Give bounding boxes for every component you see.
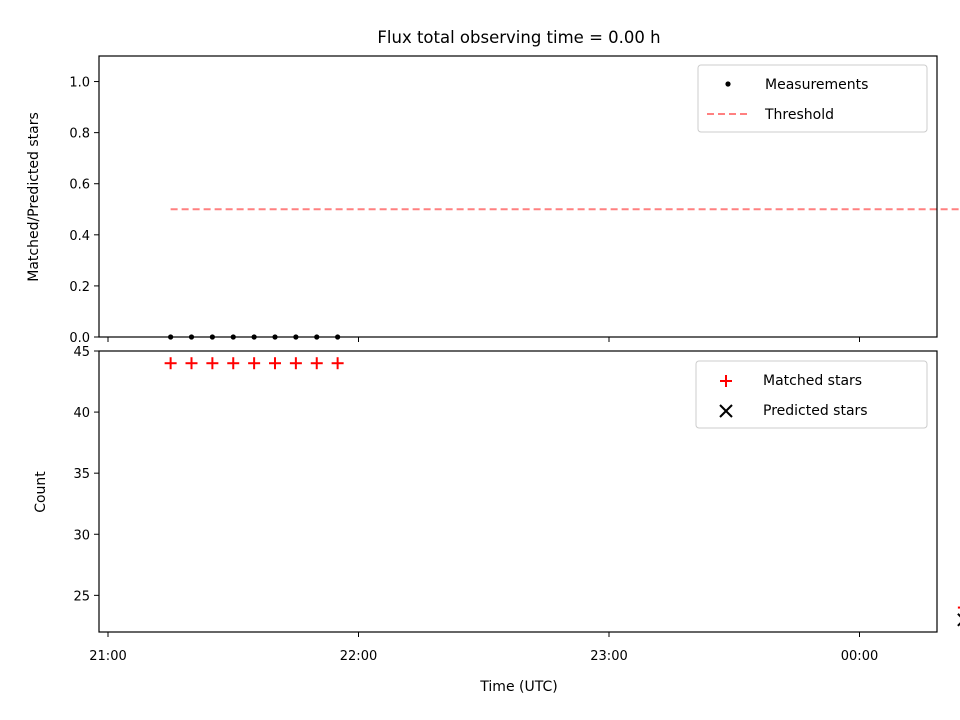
bottom-y-axis-label: Count xyxy=(33,471,49,513)
top-y-tick-label: 0.4 xyxy=(69,229,90,244)
x-axis-label: Time (UTC) xyxy=(479,679,557,695)
top-y-tick-label: 0.6 xyxy=(69,178,90,193)
top-y-tick-label: 0.2 xyxy=(69,280,90,295)
bottom-legend: Matched stars Predicted stars xyxy=(695,360,928,429)
chart-title: Flux total observing time = 0.00 h xyxy=(377,28,660,47)
top-y-ticks: 0.0 0.2 0.4 0.6 0.8 1.0 xyxy=(69,76,99,346)
x-tick-label: 22:00 xyxy=(340,649,377,664)
bottom-y-tick-label: 30 xyxy=(73,528,90,543)
x-tick-label: 21:00 xyxy=(89,649,126,664)
top-y-tick-label: 1.0 xyxy=(69,76,90,91)
bottom-legend-box xyxy=(695,360,928,429)
matched-star-point xyxy=(269,357,281,370)
bottom-marks xyxy=(164,357,960,627)
matched-star-point xyxy=(289,357,302,370)
bottom-plot-frame xyxy=(98,350,938,633)
legend-matched-label: Matched stars xyxy=(763,373,862,389)
matched-star-point xyxy=(331,357,344,370)
bottom-y-tick-label: 25 xyxy=(73,589,90,604)
top-y-tick-label: 0.0 xyxy=(69,331,90,346)
matched-star-point xyxy=(185,357,198,370)
bottom-y-tick-label: 35 xyxy=(73,467,90,482)
bottom-y-ticks: 25 30 35 40 45 xyxy=(73,345,99,604)
legend-measurements-label: Measurements xyxy=(765,77,868,93)
legend-predicted-marker xyxy=(719,404,733,418)
matched-star-point xyxy=(206,357,219,370)
top-y-tick-label: 0.8 xyxy=(69,127,90,142)
bottom-y-tick-label: 45 xyxy=(73,345,90,360)
legend-measurements-marker xyxy=(725,81,731,87)
matched-star-point xyxy=(164,357,177,370)
x-tick-label: 23:00 xyxy=(590,649,627,664)
top-legend-box xyxy=(697,64,928,133)
top-legend: Measurements Threshold xyxy=(697,64,928,133)
top-panel: 0.0 0.2 0.4 0.6 0.8 1.0 Matched/Predicted sta… xyxy=(26,55,960,346)
top-x-ticks xyxy=(107,337,860,342)
matched-star-point xyxy=(227,357,240,370)
top-y-axis-label: Matched/Predicted stars xyxy=(26,112,42,282)
matched-star-point xyxy=(248,357,261,370)
matched-star-point xyxy=(310,357,323,370)
top-plot-frame xyxy=(98,55,938,338)
x-tick-label: 00:00 xyxy=(841,649,878,664)
bottom-y-tick-label: 40 xyxy=(73,406,90,421)
legend-threshold-label: Threshold xyxy=(764,107,834,123)
legend-matched-marker xyxy=(720,375,732,387)
legend-predicted-label: Predicted stars xyxy=(763,403,868,419)
